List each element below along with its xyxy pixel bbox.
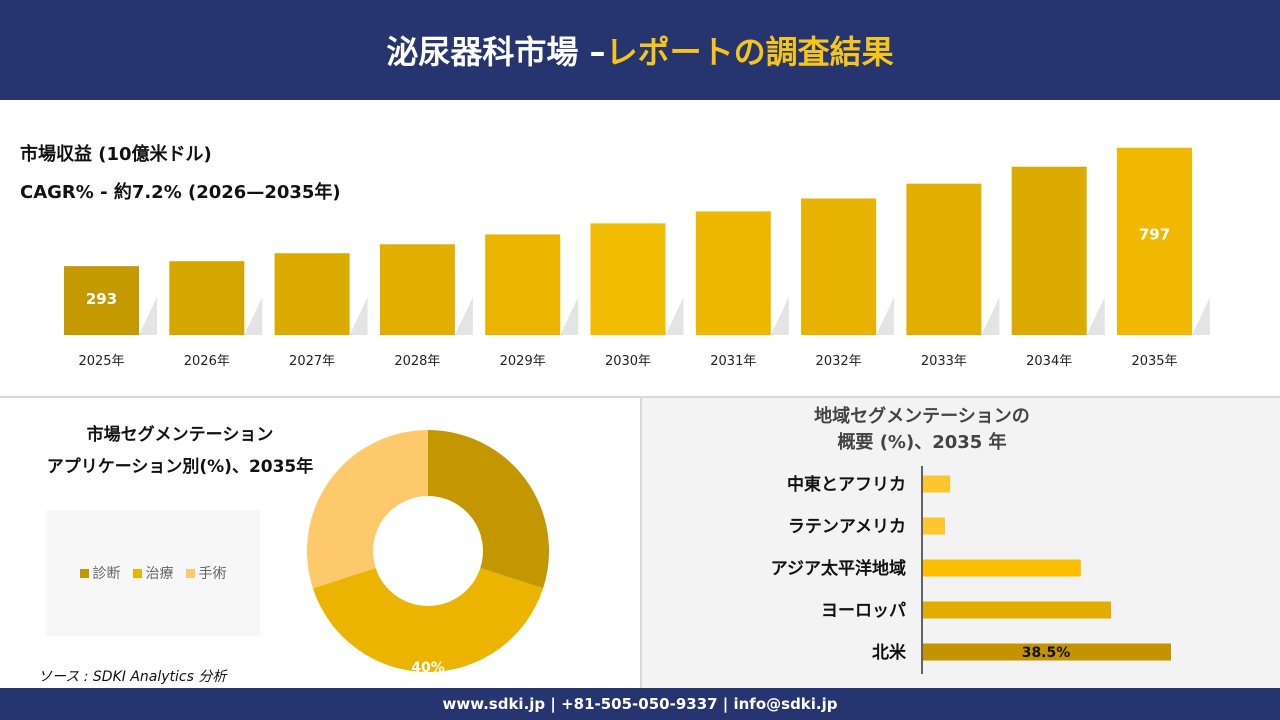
year-tick-label: 2027年 [289,354,335,369]
bar-shadow [1192,297,1210,335]
region-title-line1: 地域セグメンテーションの [814,406,1030,427]
bar-shadow [349,297,368,335]
application-donut-chart: 40% [307,430,549,676]
year-tick-label: 2028年 [394,354,440,369]
legend-label: 手術 [198,566,227,582]
year-tick-label: 2035年 [1131,354,1177,369]
bar-shadow [981,297,1000,335]
segment-title-line2: アプリケーション別(%)、2035年 [46,457,314,477]
divider [0,396,1280,398]
revenue-section: 2025年 293 2026年 2027年 2028年 2029年 2030年 2031年 20… [0,100,1280,396]
title-main: 泌尿器科市場 – [386,33,606,71]
revenue-bar [1117,147,1192,335]
region-bar [923,517,945,535]
revenue-bar [169,261,245,335]
bar-shadow [665,297,684,335]
vertical-divider [640,398,642,688]
title-accent: レポートの調査結果 [605,33,894,71]
region-bar [923,643,1171,661]
revenue-bar-chart: 2025年 293 2026年 2027年 2028年 2029年 2030年 2031年 20… [64,147,1210,369]
donut-slice [307,430,428,589]
segment-title-line1: 市場セグメンテーション [86,425,274,445]
page-header: 泌尿器科市場 – レポートの調査結果 [0,0,1280,100]
region-title: 地域セグメンテーションの 概要 (%)、2035 年 [792,404,1052,456]
region-bar [923,601,1112,619]
revenue-bar [801,198,877,335]
donut-slice [312,567,544,672]
region-label: アジア太平洋地域 [771,558,906,579]
region-value-label: 38.5% [1022,645,1071,661]
legend-swatch [185,568,195,578]
slice-value-label: 40% [411,660,445,676]
year-tick-label: 2025年 [78,354,124,369]
region-label: 北米 [872,642,907,663]
legend-label: 診断 [92,566,121,582]
revenue-bar [906,183,982,335]
revenue-bar [379,244,455,335]
legend-swatch [132,568,142,578]
legend-item: 手術 [185,563,227,583]
bar-value-label: 293 [86,290,117,308]
bar-shadow [1086,297,1105,335]
revenue-bar [590,223,666,335]
year-tick-label: 2029年 [500,354,546,369]
region-bar [923,475,951,493]
year-tick-label: 2032年 [816,354,862,369]
year-tick-label: 2031年 [710,354,756,369]
bar-shadow [770,297,789,335]
bar-shadow [244,297,263,335]
legend-item: 治療 [132,563,174,583]
donut-slice [428,430,549,589]
region-label: ラテンアメリカ [788,517,906,537]
bar-shadow [139,297,157,335]
region-label: 中東とアフリカ [787,474,906,495]
legend-item: 診断 [79,563,121,583]
year-tick-label: 2034年 [1026,354,1072,369]
revenue-bar [64,266,139,335]
bar-value-label: 797 [1139,226,1170,244]
region-segment-panel: 地域セグメンテーションの 概要 (%)、2035 年 中東とアフリカ ラテンアメリ… [642,398,1280,688]
region-bar [923,559,1081,577]
cagr-label: CAGR% - 約7.2% (2026—2035年) [20,182,341,203]
bar-shadow [876,297,895,335]
revenue-bar [485,234,561,335]
region-title-line2: 概要 (%)、2035 年 [837,432,1007,453]
year-tick-label: 2033年 [921,354,967,369]
year-tick-label: 2030年 [605,354,651,369]
footer-contact: www.sdki.jp | +81-505-050-9337 | info@sd… [0,688,1280,720]
legend-label: 治療 [145,566,174,582]
revenue-label: 市場収益 (10億米ドル) [20,144,212,165]
application-segment-panel: 市場セグメンテーション アプリケーション別(%)、2035年 診断 治療 手術 40… [0,398,640,688]
revenue-bar [695,211,771,335]
bar-shadow [560,297,579,335]
legend-swatch [79,568,89,578]
donut-legend: 診断 治療 手術 [46,510,260,636]
revenue-bar [1011,166,1087,335]
source-note: ソース : SDKI Analytics 分析 [38,669,227,685]
revenue-bar [274,253,350,335]
region-label: ヨーロッパ [821,601,906,621]
bar-shadow [454,297,473,335]
year-tick-label: 2026年 [184,354,230,369]
